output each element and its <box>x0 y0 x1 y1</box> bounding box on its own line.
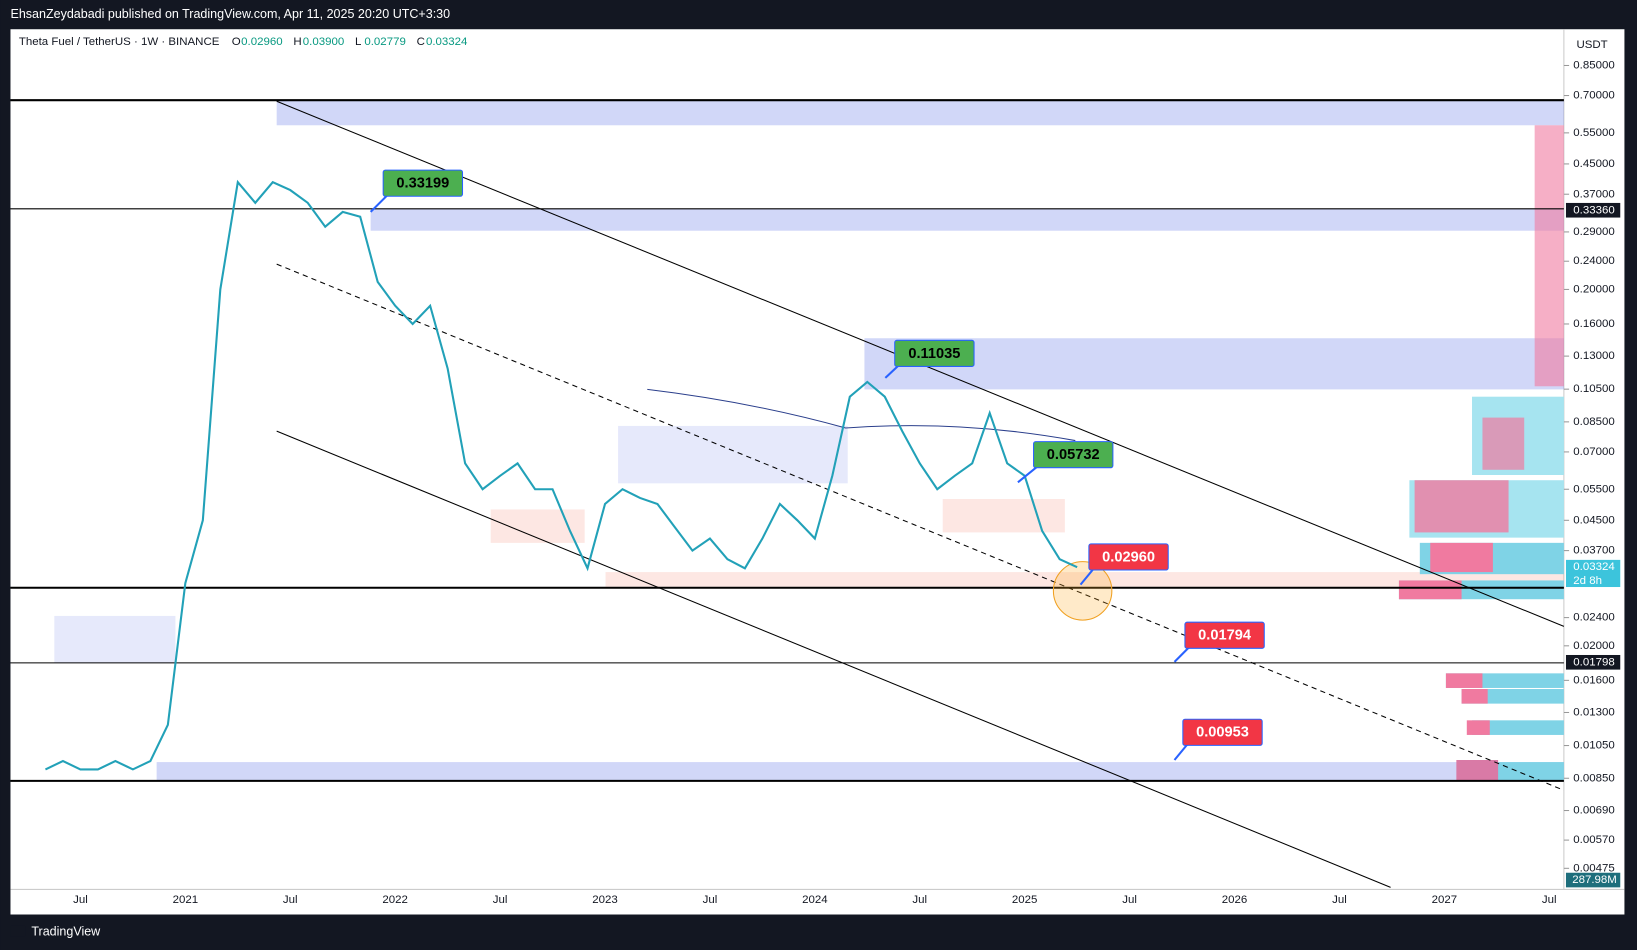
x-tick-label: Jul <box>493 894 508 906</box>
x-tick-label: 2026 <box>1222 894 1248 906</box>
annotation-text: 0.33199 <box>396 176 449 192</box>
y-tick-label: 0.00570 <box>1573 834 1614 846</box>
annotation-box <box>382 169 464 197</box>
x-tick-label: Jul <box>73 894 88 906</box>
annotation-text: 0.11035 <box>908 346 960 362</box>
annotation-box <box>1033 441 1114 469</box>
levels <box>10 99 1565 888</box>
y-tick-label: 0.20000 <box>1573 283 1614 295</box>
x-tick-label: 2023 <box>592 894 618 906</box>
price-badge-label: 0.03324 <box>1573 561 1615 573</box>
annotation-box <box>1184 621 1265 649</box>
publisher: EhsanZeydabadi published on TradingView.… <box>10 7 450 21</box>
y-tick-label: 0.55000 <box>1573 127 1614 139</box>
annotation-text: 0.05732 <box>1047 447 1100 463</box>
x-tick-label: Jul <box>1542 894 1557 906</box>
price-line <box>44 179 1078 771</box>
y-tick-label: 0.01300 <box>1573 707 1614 719</box>
x-tick-label: Jul <box>1332 894 1347 906</box>
footer-brand: TradingView <box>31 925 101 939</box>
x-tick-label: Jul <box>1122 894 1137 906</box>
annotation-box <box>1182 718 1263 746</box>
x-tick-label: 2024 <box>802 894 828 906</box>
price-badge <box>1565 654 1621 670</box>
y-tick-label: 0.08500 <box>1573 416 1614 428</box>
moving-average <box>647 388 1076 442</box>
price-badge <box>1565 559 1621 575</box>
y-tick-label: 0.04500 <box>1573 514 1614 526</box>
y-tick-label: 0.37000 <box>1573 188 1614 200</box>
countdown-bg <box>1565 574 1621 588</box>
ohlc-value: 0.02779 <box>364 36 405 48</box>
annotation-box <box>894 339 975 367</box>
y-tick-label: 0.45000 <box>1573 158 1614 170</box>
y-tick-label: 0.70000 <box>1573 90 1614 102</box>
annotation-text: 0.00953 <box>1196 725 1249 741</box>
x-tick-label: Jul <box>283 894 298 906</box>
y-tick-label: 0.01050 <box>1573 740 1614 752</box>
y-tick-label: 0.10500 <box>1573 383 1614 395</box>
price-badge-label: 0.33360 <box>1573 204 1614 216</box>
y-tick-label: 0.00475 <box>1573 862 1614 874</box>
y-tick-label: 0.85000 <box>1573 60 1614 72</box>
ohlc-value: 0.03900 <box>303 36 344 48</box>
x-tick-label: 2025 <box>1012 894 1038 906</box>
x-tick-label: 2021 <box>173 894 199 906</box>
ohlc-value: 0.03324 <box>426 36 468 48</box>
x-tick-label: Jul <box>703 894 718 906</box>
brand <box>10 925 26 937</box>
ohlc-key: H <box>293 36 301 48</box>
volume-badge <box>1565 872 1621 888</box>
y-tick-label: 0.00850 <box>1573 772 1614 784</box>
chart-area <box>10 29 1625 915</box>
x-tick-label: Jul <box>912 894 927 906</box>
y-tick-label: 0.02000 <box>1573 640 1614 652</box>
annotation-box <box>1088 543 1169 571</box>
x-tick-label: 2027 <box>1432 894 1458 906</box>
ohlc-key: C <box>417 36 425 48</box>
y-tick-label: 0.24000 <box>1573 255 1614 267</box>
y-tick-label: 0.13000 <box>1573 350 1614 362</box>
zones <box>54 100 1564 781</box>
y-tick-label: 0.29000 <box>1573 226 1614 238</box>
price-badge-label: 0.01798 <box>1573 656 1614 668</box>
y-tick-label: 0.01600 <box>1573 674 1614 686</box>
annotation-text: 0.02960 <box>1102 549 1155 565</box>
y-tick-label: 0.03700 <box>1573 545 1614 557</box>
ohlc-key: L <box>355 36 361 48</box>
price-badge <box>1565 202 1621 218</box>
volume-profile <box>1398 125 1564 781</box>
y-tick-label: 0.00690 <box>1573 805 1614 817</box>
y-tick-label: 0.07000 <box>1573 446 1614 458</box>
countdown: 2d 8h <box>1573 575 1602 587</box>
symbol-name: Theta Fuel / TetherUS · 1W · BINANCE <box>19 36 220 48</box>
annotation-text: 0.01794 <box>1198 628 1252 644</box>
y-tick-label: 0.05500 <box>1573 483 1614 495</box>
x-tick-label: 2022 <box>382 894 408 906</box>
volume-label: 287.98M <box>1572 874 1617 886</box>
y-tick-label: 0.02400 <box>1573 612 1614 624</box>
currency: USDT <box>1576 39 1607 51</box>
y-tick-label: 0.16000 <box>1573 318 1614 330</box>
ohlc-value: 0.02960 <box>241 36 282 48</box>
highlight-circle <box>1052 561 1113 621</box>
ohlc-key: O <box>232 36 241 48</box>
